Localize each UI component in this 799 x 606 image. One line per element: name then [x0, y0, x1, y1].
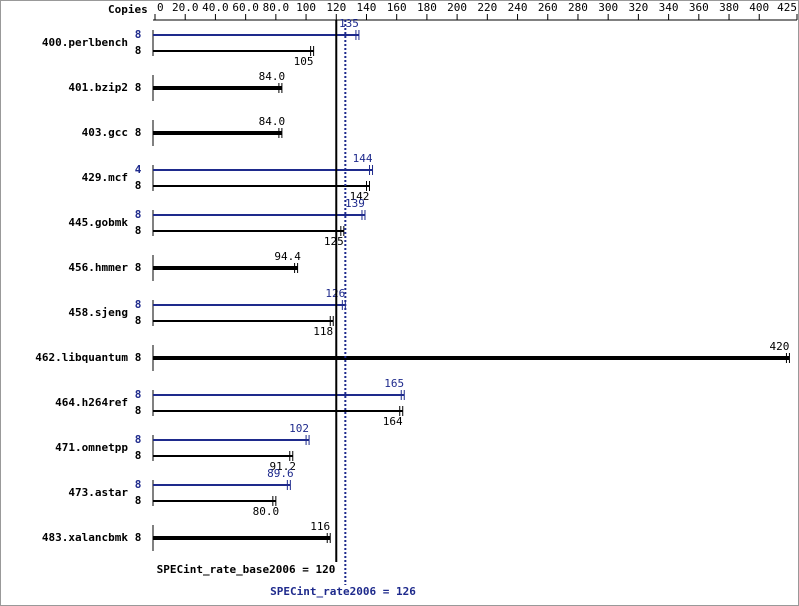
value-label: 118: [313, 325, 333, 338]
value-label: 89.6: [267, 467, 294, 480]
benchmark-name: 483.xalancbmk: [42, 531, 128, 544]
benchmark-name: 445.gobmk: [68, 216, 128, 229]
copies: 8: [135, 531, 142, 544]
copies: 8: [135, 314, 142, 327]
copies: 8: [135, 388, 142, 401]
benchmark-name: 400.perlbench: [42, 36, 128, 49]
copies: 8: [135, 224, 142, 237]
benchmark-name: 464.h264ref: [55, 396, 128, 409]
copies: 8: [135, 261, 142, 274]
copies: 8: [135, 126, 142, 139]
x-tick-label: 260: [538, 1, 558, 14]
copies-header: Copies: [108, 3, 148, 16]
copies: 8: [135, 298, 142, 311]
x-tick-label: 180: [417, 1, 437, 14]
value-label: 135: [339, 17, 359, 30]
x-tick-label: 40.0: [202, 1, 229, 14]
copies: 8: [135, 179, 142, 192]
value-label: 164: [383, 415, 403, 428]
value-label: 116: [310, 520, 330, 533]
value-label: 84.0: [259, 115, 286, 128]
value-label: 165: [384, 377, 404, 390]
value-label: 139: [345, 197, 365, 210]
x-tick-label: 425: [777, 1, 797, 14]
benchmark-name: 458.sjeng: [68, 306, 128, 319]
x-tick-label: 400: [749, 1, 769, 14]
x-tick-label: 160: [387, 1, 407, 14]
value-label: 80.0: [253, 505, 280, 518]
copies: 8: [135, 28, 142, 41]
x-tick-label: 240: [508, 1, 528, 14]
copies: 8: [135, 351, 142, 364]
x-tick-label: 140: [357, 1, 377, 14]
benchmark-name: 456.hmmer: [68, 261, 128, 274]
benchmark-name: 403.gcc: [82, 126, 128, 139]
value-label: 94.4: [274, 250, 301, 263]
value-label: 102: [289, 422, 309, 435]
x-tick-label: 80.0: [263, 1, 290, 14]
x-tick-label: 100: [296, 1, 316, 14]
benchmark-name: 401.bzip2: [68, 81, 128, 94]
value-label: 91.2: [270, 460, 297, 473]
x-tick-label: 360: [689, 1, 709, 14]
benchmark-name: 462.libquantum: [35, 351, 128, 364]
copies: 8: [135, 494, 142, 507]
x-tick-label: 20.0: [172, 1, 199, 14]
copies: 8: [135, 44, 142, 57]
benchmark-name: 429.mcf: [82, 171, 128, 184]
x-tick-label: 320: [628, 1, 648, 14]
benchmark-name: 473.astar: [68, 486, 128, 499]
value-label: 84.0: [259, 70, 286, 83]
copies: 4: [135, 163, 142, 176]
x-tick-label: 120: [326, 1, 346, 14]
x-tick-label: 380: [719, 1, 739, 14]
value-label: 125: [324, 235, 344, 248]
x-tick-label: 60.0: [232, 1, 259, 14]
copies: 8: [135, 478, 142, 491]
benchmark-name: 471.omnetpp: [55, 441, 128, 454]
value-label: 142: [350, 190, 370, 203]
copies: 8: [135, 433, 142, 446]
x-tick-label: 200: [447, 1, 467, 14]
value-label: 420: [770, 340, 790, 353]
copies: 8: [135, 208, 142, 221]
x-tick-label: 220: [477, 1, 497, 14]
reference-label: SPECint_rate_base2006 = 120: [157, 563, 336, 576]
x-tick-label: 280: [568, 1, 588, 14]
copies: 8: [135, 449, 142, 462]
x-tick-label: 300: [598, 1, 618, 14]
value-label: 144: [353, 152, 373, 165]
x-tick-label: 340: [659, 1, 679, 14]
value-label: 105: [294, 55, 314, 68]
reference-label: SPECint_rate2006 = 126: [270, 585, 416, 598]
copies: 8: [135, 81, 142, 94]
copies: 8: [135, 404, 142, 417]
x-tick-label: 0: [157, 1, 164, 14]
